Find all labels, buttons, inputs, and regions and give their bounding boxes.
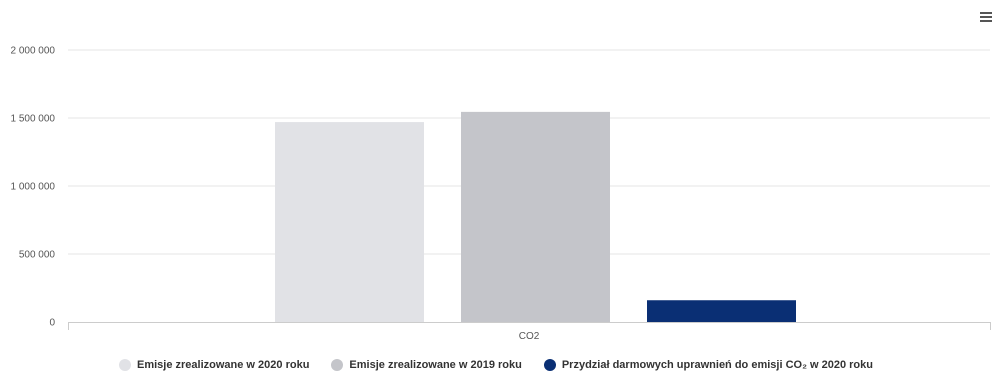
y-tick-label: 0 [49,318,55,329]
x-category-label: CO2 [519,331,540,342]
y-axis: 0 500 000 1 000 000 1 500 000 2 000 000 [11,46,56,329]
legend-marker [119,359,131,371]
legend-marker [331,359,344,371]
hamburger-menu-icon[interactable] [980,12,992,24]
legend-item-3[interactable]: Przydział darmowych uprawnień do emisji … [543,359,873,371]
y-tick-label: 1 500 000 [11,114,56,125]
bar-1[interactable] [275,122,424,322]
legend: Emisje zrealizowane w 2020 roku Emisje zr… [0,359,992,371]
legend-item-1[interactable]: Emisje zrealizowane w 2020 roku [119,359,309,371]
legend-label: Przydział darmowych uprawnień do emisji … [561,359,873,371]
legend-label: Emisje zrealizowane w 2019 roku [349,359,522,371]
bar-2[interactable] [461,111,610,322]
bars [275,111,796,322]
y-tick-label: 1 000 000 [11,182,56,193]
y-tick-label: 2 000 000 [11,46,56,57]
legend-marker [543,359,556,371]
legend-label: Emisje zrealizowane w 2020 roku [137,359,310,371]
bar-3[interactable] [647,300,796,322]
x-axis: CO2 [68,322,991,342]
legend-item-2[interactable]: Emisje zrealizowane w 2019 roku [331,359,522,371]
y-tick-label: 500 000 [19,250,56,261]
